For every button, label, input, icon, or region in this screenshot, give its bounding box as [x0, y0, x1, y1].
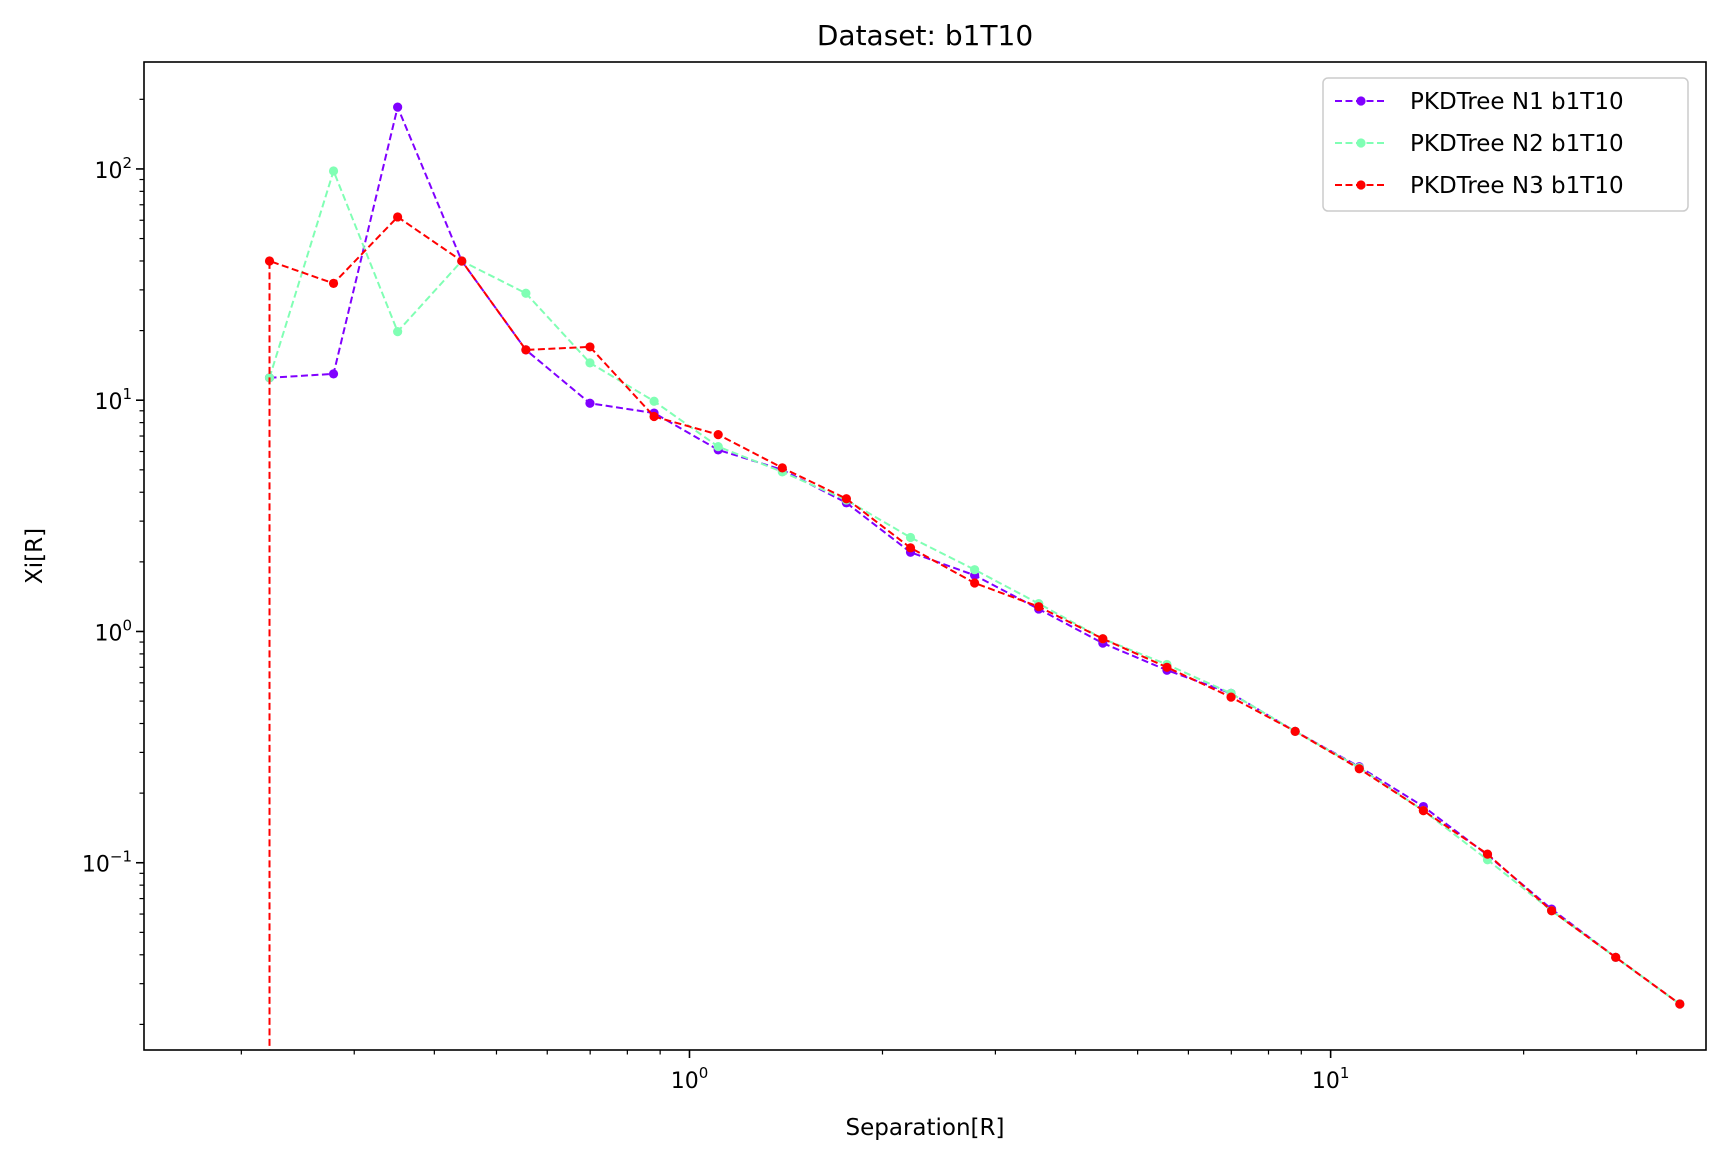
- data-point: [1611, 952, 1621, 962]
- data-point: [585, 398, 595, 408]
- data-point: [457, 256, 467, 266]
- data-point: [1162, 662, 1172, 672]
- data-point: [393, 102, 403, 112]
- legend-label: PKDTree N3 b1T10: [1410, 173, 1624, 199]
- data-point: [777, 463, 787, 473]
- data-point: [1418, 806, 1428, 816]
- data-point: [1290, 726, 1300, 736]
- legend-box: [1322, 77, 1689, 212]
- data-point: [328, 369, 339, 379]
- x-axis-label: Separation[R]: [846, 1115, 1005, 1141]
- y-tick-label: 100: [94, 616, 132, 646]
- legend-label: PKDTree N2 b1T10: [1410, 131, 1624, 157]
- legend-item: PKDTree N2 b1T10: [1335, 131, 1624, 157]
- data-point: [328, 166, 339, 176]
- data-point: [649, 411, 659, 422]
- y-axis-label: Xi[R]: [22, 528, 48, 584]
- legend-marker: [1356, 96, 1366, 106]
- data-point: [393, 326, 403, 337]
- legend: PKDTree N1 b1T10 PKDTree N2 b1T10 PKDTree …: [1322, 77, 1689, 212]
- data-point: [521, 288, 531, 298]
- data-point: [521, 345, 531, 355]
- y-tick-label: 10−1: [82, 848, 132, 878]
- x-axis: 100 101: [240, 1050, 1638, 1094]
- data-point: [713, 442, 723, 452]
- legend-item: PKDTree N3 b1T10: [1335, 173, 1624, 199]
- x-tick-label: 101: [1312, 1064, 1350, 1094]
- plot-frame: [143, 61, 1707, 1051]
- y-tick-label: 101: [94, 385, 132, 415]
- legend-marker: [1356, 180, 1366, 190]
- legend-marker: [1356, 138, 1366, 148]
- data-point: [264, 256, 275, 266]
- data-point: [328, 278, 339, 288]
- data-point: [1354, 764, 1364, 774]
- data-point: [649, 396, 659, 406]
- data-point: [970, 565, 980, 575]
- x-tick-label: 100: [671, 1064, 709, 1094]
- data-point: [1034, 602, 1044, 612]
- data-point: [585, 358, 595, 368]
- data-point: [393, 212, 403, 222]
- y-axis: 10−1 100 101 102: [82, 98, 144, 1025]
- data-point: [1098, 634, 1108, 644]
- y-tick-label: 102: [94, 154, 132, 184]
- chart-title: Dataset: b1T10: [817, 19, 1033, 52]
- data-point: [713, 430, 723, 440]
- legend-item: PKDTree N1 b1T10: [1335, 89, 1624, 115]
- legend-label: PKDTree N1 b1T10: [1410, 89, 1624, 115]
- data-point: [905, 543, 916, 553]
- data-point: [970, 578, 980, 588]
- data-point: [905, 532, 916, 543]
- series-line: [268, 215, 1681, 1050]
- data-point: [1675, 999, 1685, 1009]
- data-point: [841, 494, 851, 504]
- data-point: [1546, 906, 1557, 916]
- data-point: [1226, 692, 1236, 702]
- data-point: [1482, 849, 1493, 859]
- series-3: [264, 212, 1685, 1050]
- series-layer: [264, 102, 1685, 1050]
- data-point: [585, 342, 595, 352]
